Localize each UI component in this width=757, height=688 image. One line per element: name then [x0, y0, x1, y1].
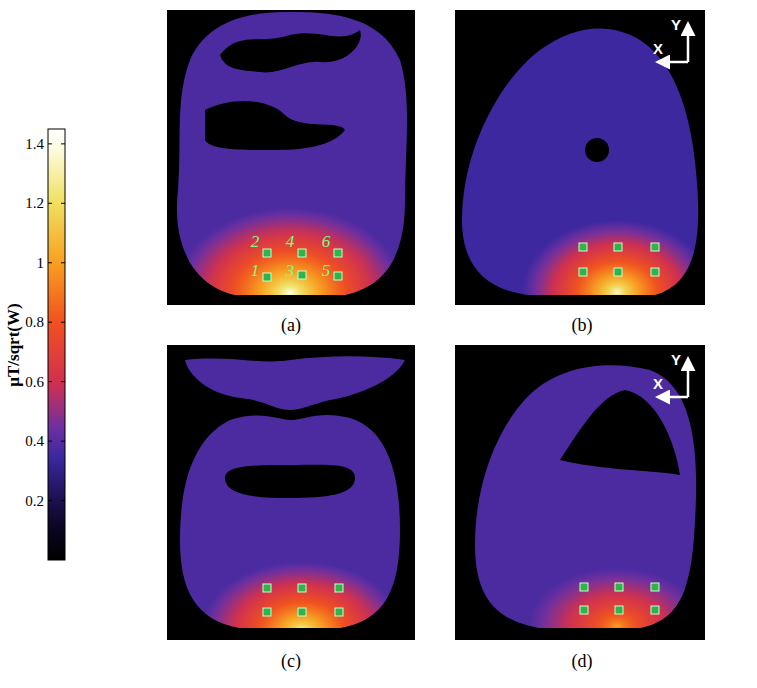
roi — [298, 608, 306, 616]
canvas: 0.20.40.60.811.21.4μT/sqrt(W)123456(a)XY… — [0, 0, 757, 688]
roi — [651, 606, 659, 614]
panel: XY — [455, 345, 705, 684]
roi — [579, 268, 587, 276]
field-peak — [522, 220, 712, 364]
colorbar-tick — [48, 203, 52, 204]
axis-arrow — [658, 61, 688, 64]
roi-label: 4 — [286, 232, 295, 251]
colorbar-tick-label: 0.8 — [25, 314, 44, 330]
colorbar-tick — [61, 143, 65, 144]
roi — [651, 583, 659, 591]
blob-group — [529, 568, 705, 684]
colorbar-tick — [48, 500, 52, 501]
colorbar-tick — [61, 322, 65, 323]
panel-label: (c) — [281, 651, 301, 672]
figure: 0.20.40.60.811.21.4μT/sqrt(W)123456(a)XY… — [0, 0, 757, 688]
colorbar-tick — [48, 441, 52, 442]
colorbar-tick — [48, 381, 52, 382]
colorbar-tick-label: 0.4 — [25, 433, 44, 449]
axis-indicator-label: X — [653, 375, 663, 392]
colorbar-tick — [61, 441, 65, 442]
roi — [263, 584, 271, 592]
axis-indicator-label: X — [653, 40, 663, 57]
roi — [298, 249, 306, 257]
axis-indicator-label: Y — [671, 16, 681, 33]
roi — [580, 606, 588, 614]
colorbar-tick-label: 1.2 — [25, 195, 44, 211]
colorbar-tick-label: 1 — [37, 255, 45, 271]
axis-arrow — [687, 24, 690, 62]
colorbar-tick — [48, 322, 52, 323]
roi — [615, 606, 623, 614]
colorbar-tick — [48, 262, 52, 263]
cavity — [560, 390, 680, 475]
axis-arrow — [658, 396, 688, 399]
roi — [263, 273, 271, 281]
roi — [614, 243, 622, 251]
roi — [614, 268, 622, 276]
roi — [334, 272, 342, 280]
panel: 1 2 3 4 5 6 — [167, 10, 415, 378]
colorbar-label: μT/sqrt(W) — [4, 303, 23, 386]
roi-label: 1 — [251, 261, 260, 280]
cavity — [225, 465, 355, 498]
axis-arrow — [687, 359, 690, 397]
roi — [615, 583, 623, 591]
field-peak — [202, 562, 402, 688]
panel-label: (b) — [572, 315, 593, 336]
cavity — [585, 138, 609, 162]
roi — [263, 608, 271, 616]
roi — [580, 583, 588, 591]
colorbar — [48, 129, 65, 560]
roi-label: 6 — [322, 232, 331, 251]
roi — [651, 268, 659, 276]
panel-label: (a) — [281, 315, 301, 336]
roi — [335, 584, 343, 592]
colorbar-tick — [61, 381, 65, 382]
roi — [298, 584, 306, 592]
roi — [334, 249, 342, 257]
roi-label: 3 — [285, 261, 295, 280]
colorbar-tick-label: 1.4 — [25, 136, 44, 152]
colorbar-tick — [61, 203, 65, 204]
roi — [335, 608, 343, 616]
field-peak — [529, 568, 705, 684]
colorbar-tick — [48, 143, 52, 144]
roi — [651, 243, 659, 251]
roi — [298, 271, 306, 279]
colorbar-tick — [61, 500, 65, 501]
cavity — [220, 30, 361, 72]
blob-group — [522, 220, 712, 364]
cavity — [205, 101, 345, 150]
panel-label: (d) — [572, 651, 593, 672]
panel: XY — [455, 10, 712, 364]
colorbar-tick — [61, 262, 65, 263]
roi-label: 2 — [251, 232, 260, 251]
roi — [263, 249, 271, 257]
colorbar-tick-label: 0.6 — [25, 374, 44, 390]
axis-indicator-label: Y — [671, 351, 681, 368]
roi-label: 5 — [322, 261, 331, 280]
colorbar-tick-label: 0.2 — [25, 493, 44, 509]
blob-group — [202, 562, 402, 688]
panel — [167, 345, 415, 688]
roi — [579, 243, 587, 251]
